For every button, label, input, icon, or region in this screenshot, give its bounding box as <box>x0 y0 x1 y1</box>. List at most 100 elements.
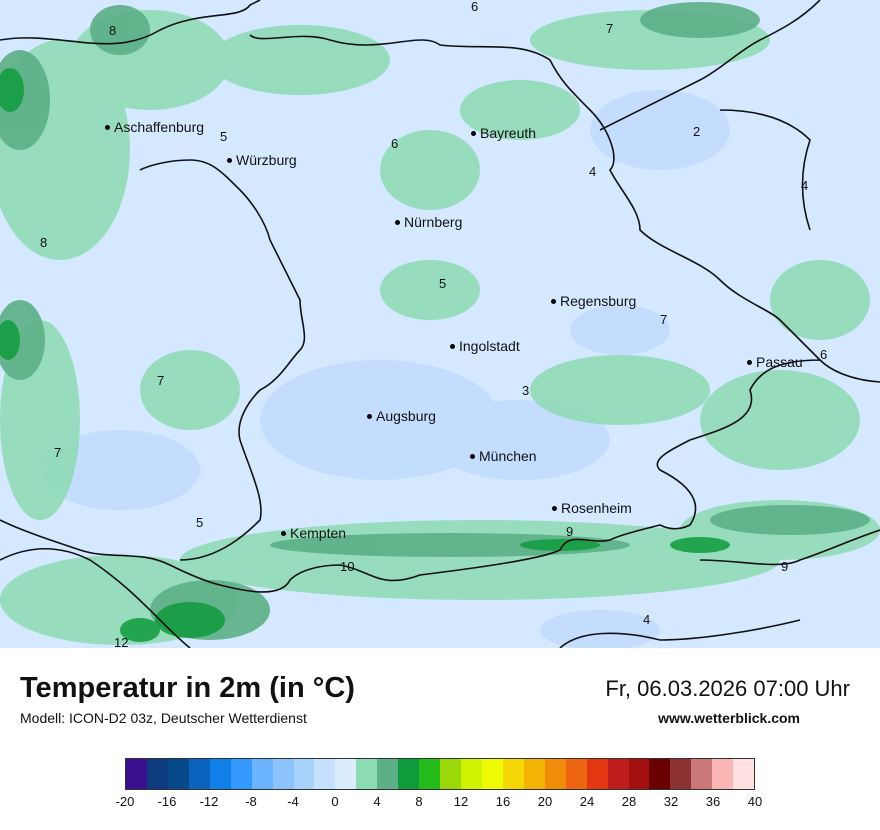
east-border <box>719 109 811 231</box>
city-dot <box>395 219 400 225</box>
isotherm-label: 2 <box>693 124 701 139</box>
footer: Temperatur in 2m (in °C) Modell: ICON-D2… <box>0 648 880 830</box>
isotherm-label: 7 <box>660 312 668 327</box>
legend-tick-label: 28 <box>621 794 637 809</box>
legend-tick-label: -12 <box>199 794 219 809</box>
isotherm-label: 4 <box>801 178 809 193</box>
legend-swatch <box>335 759 357 789</box>
legend-tick-label: 16 <box>495 794 511 809</box>
legend-swatch <box>126 759 147 789</box>
legend-swatch <box>377 759 399 789</box>
legend-tick-label: -16 <box>157 794 177 809</box>
legend-swatch <box>188 759 210 789</box>
legend-tick-label: 12 <box>453 794 469 809</box>
legend-swatch <box>586 759 608 789</box>
isotherm-label: 4 <box>589 164 597 179</box>
legend-swatch <box>607 759 629 789</box>
very-warm-areas <box>0 2 870 640</box>
city-dot <box>450 343 455 349</box>
legend-tick-label: 24 <box>579 794 595 809</box>
legend-swatch <box>481 759 503 789</box>
isotherm-label: 8 <box>109 23 117 38</box>
city-label: Aschaffenburg <box>114 119 205 135</box>
legend-tick-label: 8 <box>415 794 423 809</box>
legend-swatch <box>544 759 566 789</box>
isotherm-label: 8 <box>40 235 48 250</box>
city-dot <box>227 157 232 163</box>
legend-swatch <box>251 759 273 789</box>
city-dot <box>367 413 372 419</box>
borders <box>0 0 880 648</box>
legend-swatch <box>440 759 461 789</box>
isotherm-label: 7 <box>606 21 614 36</box>
west-border <box>139 159 306 561</box>
isotherm-label: 9 <box>566 524 574 539</box>
isotherm-label: 3 <box>522 383 530 398</box>
city-dot <box>552 505 557 511</box>
isotherm-label: 5 <box>196 515 204 530</box>
legend-tick-label: -20 <box>115 794 135 809</box>
city-label: Kempten <box>290 525 347 541</box>
website-label: www.wetterblick.com <box>658 710 800 726</box>
legend-swatch <box>523 759 545 789</box>
city-label: Bayreuth <box>480 125 537 141</box>
city-label: München <box>479 448 537 464</box>
legend-ticks: -20 -16 -12 -8 -4 0 4 8 12 16 20 24 28 32 36 40 <box>116 794 763 814</box>
city-label: Augsburg <box>376 408 436 424</box>
legend-swatch <box>398 759 420 789</box>
legend-tick-label: -8 <box>245 794 257 809</box>
legend-swatch <box>146 759 168 789</box>
city-dot <box>551 298 556 304</box>
city-dot <box>747 359 752 365</box>
isotherm-label: 10 <box>340 559 355 574</box>
legend-swatch <box>649 759 671 789</box>
legend-swatch <box>712 759 734 789</box>
city-label: Nürnberg <box>404 214 463 230</box>
hot-spots <box>0 68 730 642</box>
isotherm-label: 6 <box>391 136 399 151</box>
city-label: Ingolstadt <box>459 338 520 354</box>
city-wuerzburg: Würzburg <box>227 152 297 168</box>
north-border <box>599 0 821 131</box>
isotherm-label: 5 <box>220 129 228 144</box>
model-info: Modell: ICON-D2 03z, Deutscher Wetterdie… <box>20 710 307 726</box>
alps-border <box>0 547 191 648</box>
legend-swatch <box>691 759 713 789</box>
legend-swatch <box>565 759 587 789</box>
legend-swatch <box>628 759 650 789</box>
cold-areas <box>40 90 730 648</box>
city-label: Rosenheim <box>561 500 632 516</box>
legend-swatch <box>733 759 755 789</box>
map-canvas <box>0 0 880 648</box>
legend-swatch <box>167 759 189 789</box>
temperature-map: Aschaffenburg Würzburg Bayreuth Nürnberg… <box>0 0 880 648</box>
legend-tick-label: 0 <box>331 794 339 809</box>
isotherm-label: 6 <box>471 0 479 14</box>
legend-swatch <box>230 759 252 789</box>
isotherm-label: 7 <box>157 373 165 388</box>
legend-swatch <box>356 759 378 789</box>
city-nuernberg: Nürnberg <box>395 214 462 230</box>
city-passau: Passau <box>747 354 803 370</box>
legend-tick-label: 40 <box>747 794 763 809</box>
city-label: Passau <box>756 354 803 370</box>
isotherm-label: 9 <box>781 559 789 574</box>
city-ingolstadt: Ingolstadt <box>450 338 520 354</box>
city-label: Würzburg <box>236 152 297 168</box>
legend-swatch <box>502 759 524 789</box>
legend-swatch <box>209 759 231 789</box>
legend-tick-label: 32 <box>663 794 679 809</box>
isotherm-label: 12 <box>114 635 129 649</box>
city-dot <box>470 453 475 459</box>
city-dot <box>105 124 110 130</box>
map-title: Temperatur in 2m (in °C) <box>20 672 355 704</box>
south-border <box>559 619 801 648</box>
city-augsburg: Augsburg <box>367 408 436 424</box>
bavaria-border <box>0 0 880 593</box>
legend-swatch <box>461 759 482 789</box>
legend-tick-label: 4 <box>373 794 381 809</box>
city-label: Regensburg <box>560 293 637 309</box>
legend-swatch <box>670 759 692 789</box>
legend-tick-label: -4 <box>287 794 299 809</box>
legend-tick-label: 20 <box>537 794 553 809</box>
